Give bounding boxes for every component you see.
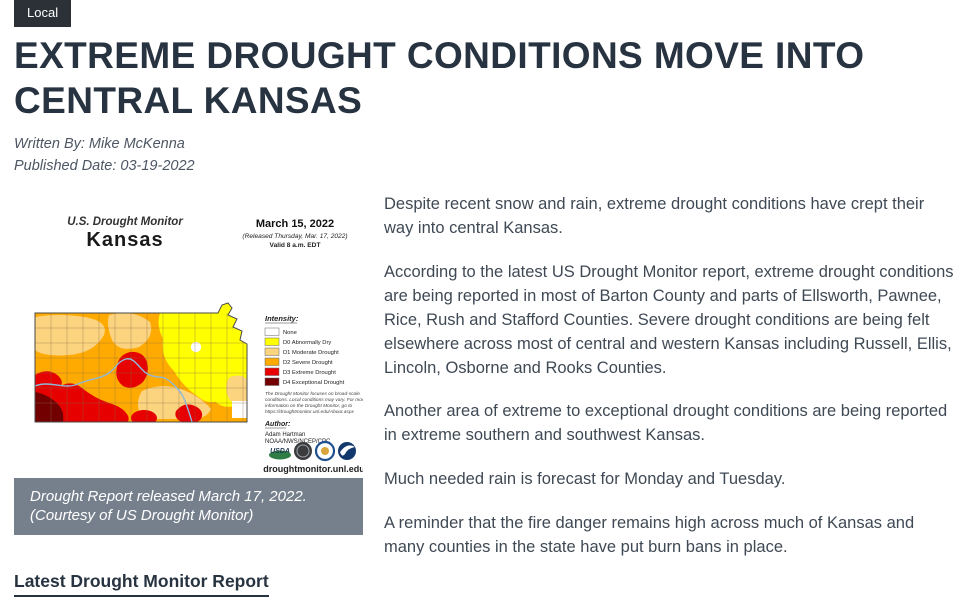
- article-paragraph: A reminder that the fire danger remains …: [384, 514, 915, 557]
- map-state-name: Kansas: [86, 229, 163, 251]
- map-caption: Drought Report released March 17, 2022. …: [14, 478, 363, 536]
- map-author-block: Author: Adam Hartman NOAA/NWS/NCEP/CPC: [264, 421, 331, 445]
- legend-label: None: [283, 330, 297, 336]
- article-paragraph: According to the latest US Drought Monit…: [384, 262, 954, 377]
- kansas-map: [35, 303, 247, 422]
- disclaimer-line: information on the Drought Monitor, go t…: [265, 403, 353, 409]
- legend-label: D1 Moderate Drought: [283, 350, 339, 356]
- map-released-date: (Released Thursday, Mar. 17, 2022): [242, 233, 347, 240]
- legend-label: D4 Exceptional Drought: [283, 380, 345, 386]
- map-legend: Intensity: None D0 Abnormally Dry D1 Mod…: [264, 314, 345, 386]
- article-published-date: Published Date: 03-19-2022: [14, 158, 195, 174]
- legend-swatch-d1: [264, 347, 280, 356]
- legend-label: D3 Extreme Drought: [283, 370, 336, 376]
- article-byline: Written By: Mike McKenna: [14, 136, 185, 152]
- map-date: March 15, 2022: [256, 218, 334, 230]
- legend-swatch-none: [264, 327, 280, 336]
- disclaimer-line: The Drought Monitor focuses on broad-sca…: [265, 391, 360, 397]
- legend-swatch-d3: [264, 367, 280, 376]
- legend-heading: Intensity:: [265, 314, 299, 323]
- noaa-logo-icon: [338, 442, 356, 460]
- disclaimer-line: https://droughtmonitor.unl.edu/About.asp…: [265, 409, 354, 415]
- article-paragraph: Another area of extreme to exceptional d…: [384, 402, 948, 445]
- author-org: NOAA/NWS/NCEP/CPC: [265, 439, 331, 445]
- legend-swatch-d0: [264, 337, 280, 346]
- usda-logo-icon: USDA: [269, 448, 291, 460]
- legend-swatch-d2: [264, 357, 280, 366]
- map-disclaimer: The Drought Monitor focuses on broad-sca…: [265, 391, 363, 415]
- svg-text:USDA: USDA: [270, 448, 290, 455]
- author-name: Adam Hartman: [265, 432, 305, 438]
- legend-label: D0 Abnormally Dry: [283, 340, 331, 346]
- state-outline: [34, 302, 248, 423]
- map-valid-time: Valid 8 a.m. EDT: [270, 242, 321, 249]
- author-heading: Author:: [264, 421, 290, 428]
- legend-swatch-d4: [264, 377, 280, 386]
- legend-label: D2 Severe Drought: [283, 360, 333, 366]
- category-badge[interactable]: Local: [14, 0, 72, 27]
- map-caption-line1: Drought Report released March 17, 2022.: [30, 488, 307, 505]
- article-paragraph: Much needed rain is forecast for Monday …: [384, 470, 786, 489]
- drought-map-image: U.S. Drought Monitor Kansas March 15, 20…: [14, 195, 363, 478]
- map-website: droughtmonitor.unl.edu: [263, 464, 363, 474]
- disclaimer-line: conditions. Local conditions may vary. F…: [265, 397, 363, 403]
- ndmc-logo-icon: [294, 442, 312, 460]
- article-title: EXTREME DROUGHT CONDITIONS MOVE INTO CEN…: [14, 35, 865, 122]
- drought-map-figure: U.S. Drought Monitor Kansas March 15, 20…: [14, 195, 363, 536]
- latest-report-link[interactable]: Latest Drought Monitor Report: [14, 571, 269, 597]
- doc-seal-logo-icon: [314, 440, 336, 462]
- agency-logos: USDA: [269, 440, 356, 462]
- map-caption-line2: (Courtesy of US Drought Monitor): [30, 507, 254, 525]
- article-body: Despite recent snow and rain, extreme dr…: [384, 193, 958, 580]
- river-line: [35, 358, 193, 422]
- article-paragraph: Despite recent snow and rain, extreme dr…: [384, 195, 925, 237]
- map-title: U.S. Drought Monitor: [67, 216, 183, 228]
